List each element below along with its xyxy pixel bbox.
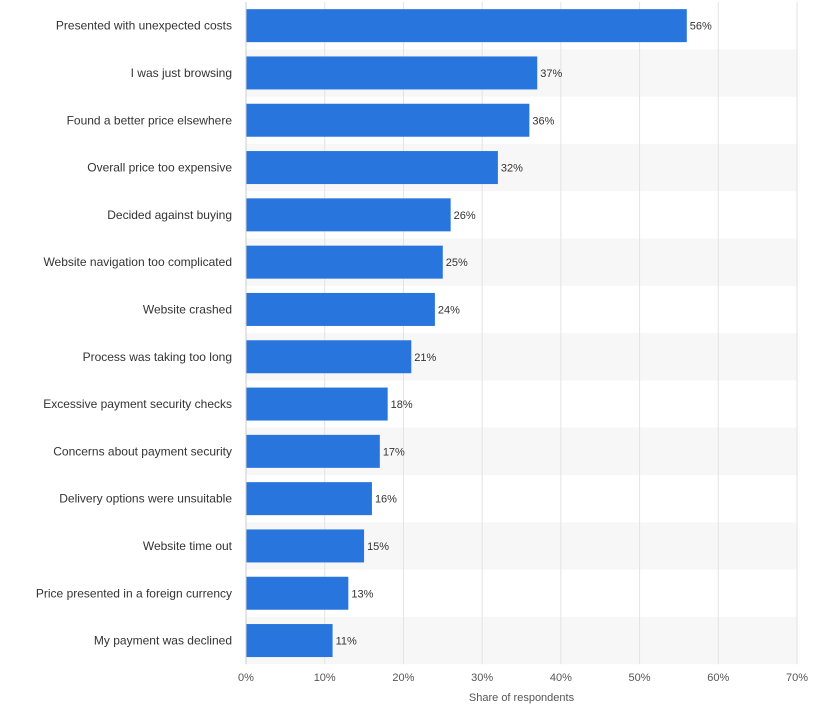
category-label: Website crashed [143,302,232,316]
bar[interactable] [246,151,498,185]
bar[interactable] [246,340,412,374]
category-label: I was just browsing [131,66,232,80]
bar[interactable] [246,624,333,658]
bars [246,9,687,658]
value-label: 37% [540,68,562,80]
bar[interactable] [246,387,388,421]
x-tick-label: 60% [707,672,729,684]
row-band [246,616,797,665]
value-label: 26% [454,210,476,222]
category-label: My payment was declined [94,634,232,648]
category-label: Website time out [143,539,233,553]
x-tick-label: 70% [786,672,808,684]
category-label: Process was taking too long [83,350,232,364]
bar[interactable] [246,434,380,468]
value-label: 13% [351,588,373,600]
value-label: 18% [391,399,413,411]
x-tick-label: 20% [392,672,414,684]
value-label: 25% [446,257,468,269]
bar[interactable] [246,245,443,279]
category-label: Concerns about payment security [53,444,232,458]
category-label: Found a better price elsewhere [67,113,233,127]
x-tick-label: 0% [238,672,254,684]
category-label: Excessive payment security checks [43,397,232,411]
bar[interactable] [246,482,372,516]
value-label: 15% [367,541,389,553]
category-label: Presented with unexpected costs [56,19,232,33]
bar[interactable] [246,292,435,326]
bar[interactable] [246,198,451,232]
category-label: Overall price too expensive [87,161,232,175]
value-label: 32% [501,163,523,175]
category-labels: Presented with unexpected costs I was jus… [36,19,233,648]
x-axis-ticks: 0% 10% 20% 30% 40% 50% 60% 70% [238,672,808,684]
x-tick-label: 50% [629,672,651,684]
category-label: Website navigation too complicated [43,255,232,269]
value-label: 56% [690,21,712,33]
value-label: 17% [383,446,405,458]
value-labels: 56% 37% 36% 32% 26% 25% 24% 21% 18% 17% 16% 15% 13% 1… [336,21,712,648]
bar[interactable] [246,529,365,563]
bar[interactable] [246,9,687,43]
bar[interactable] [246,56,538,90]
category-label: Delivery options were unsuitable [59,492,232,506]
value-label: 36% [532,115,554,127]
x-tick-label: 10% [314,672,336,684]
x-tick-label: 40% [550,672,572,684]
value-label: 11% [336,636,357,648]
bar[interactable] [246,576,349,610]
bar[interactable] [246,103,530,137]
x-tick-label: 30% [471,672,493,684]
x-axis-title: Share of respondents [469,692,575,704]
category-label: Price presented in a foreign currency [36,586,232,600]
category-label: Decided against buying [107,208,232,222]
value-label: 21% [414,352,436,364]
value-label: 16% [375,494,397,506]
value-label: 24% [438,304,460,316]
